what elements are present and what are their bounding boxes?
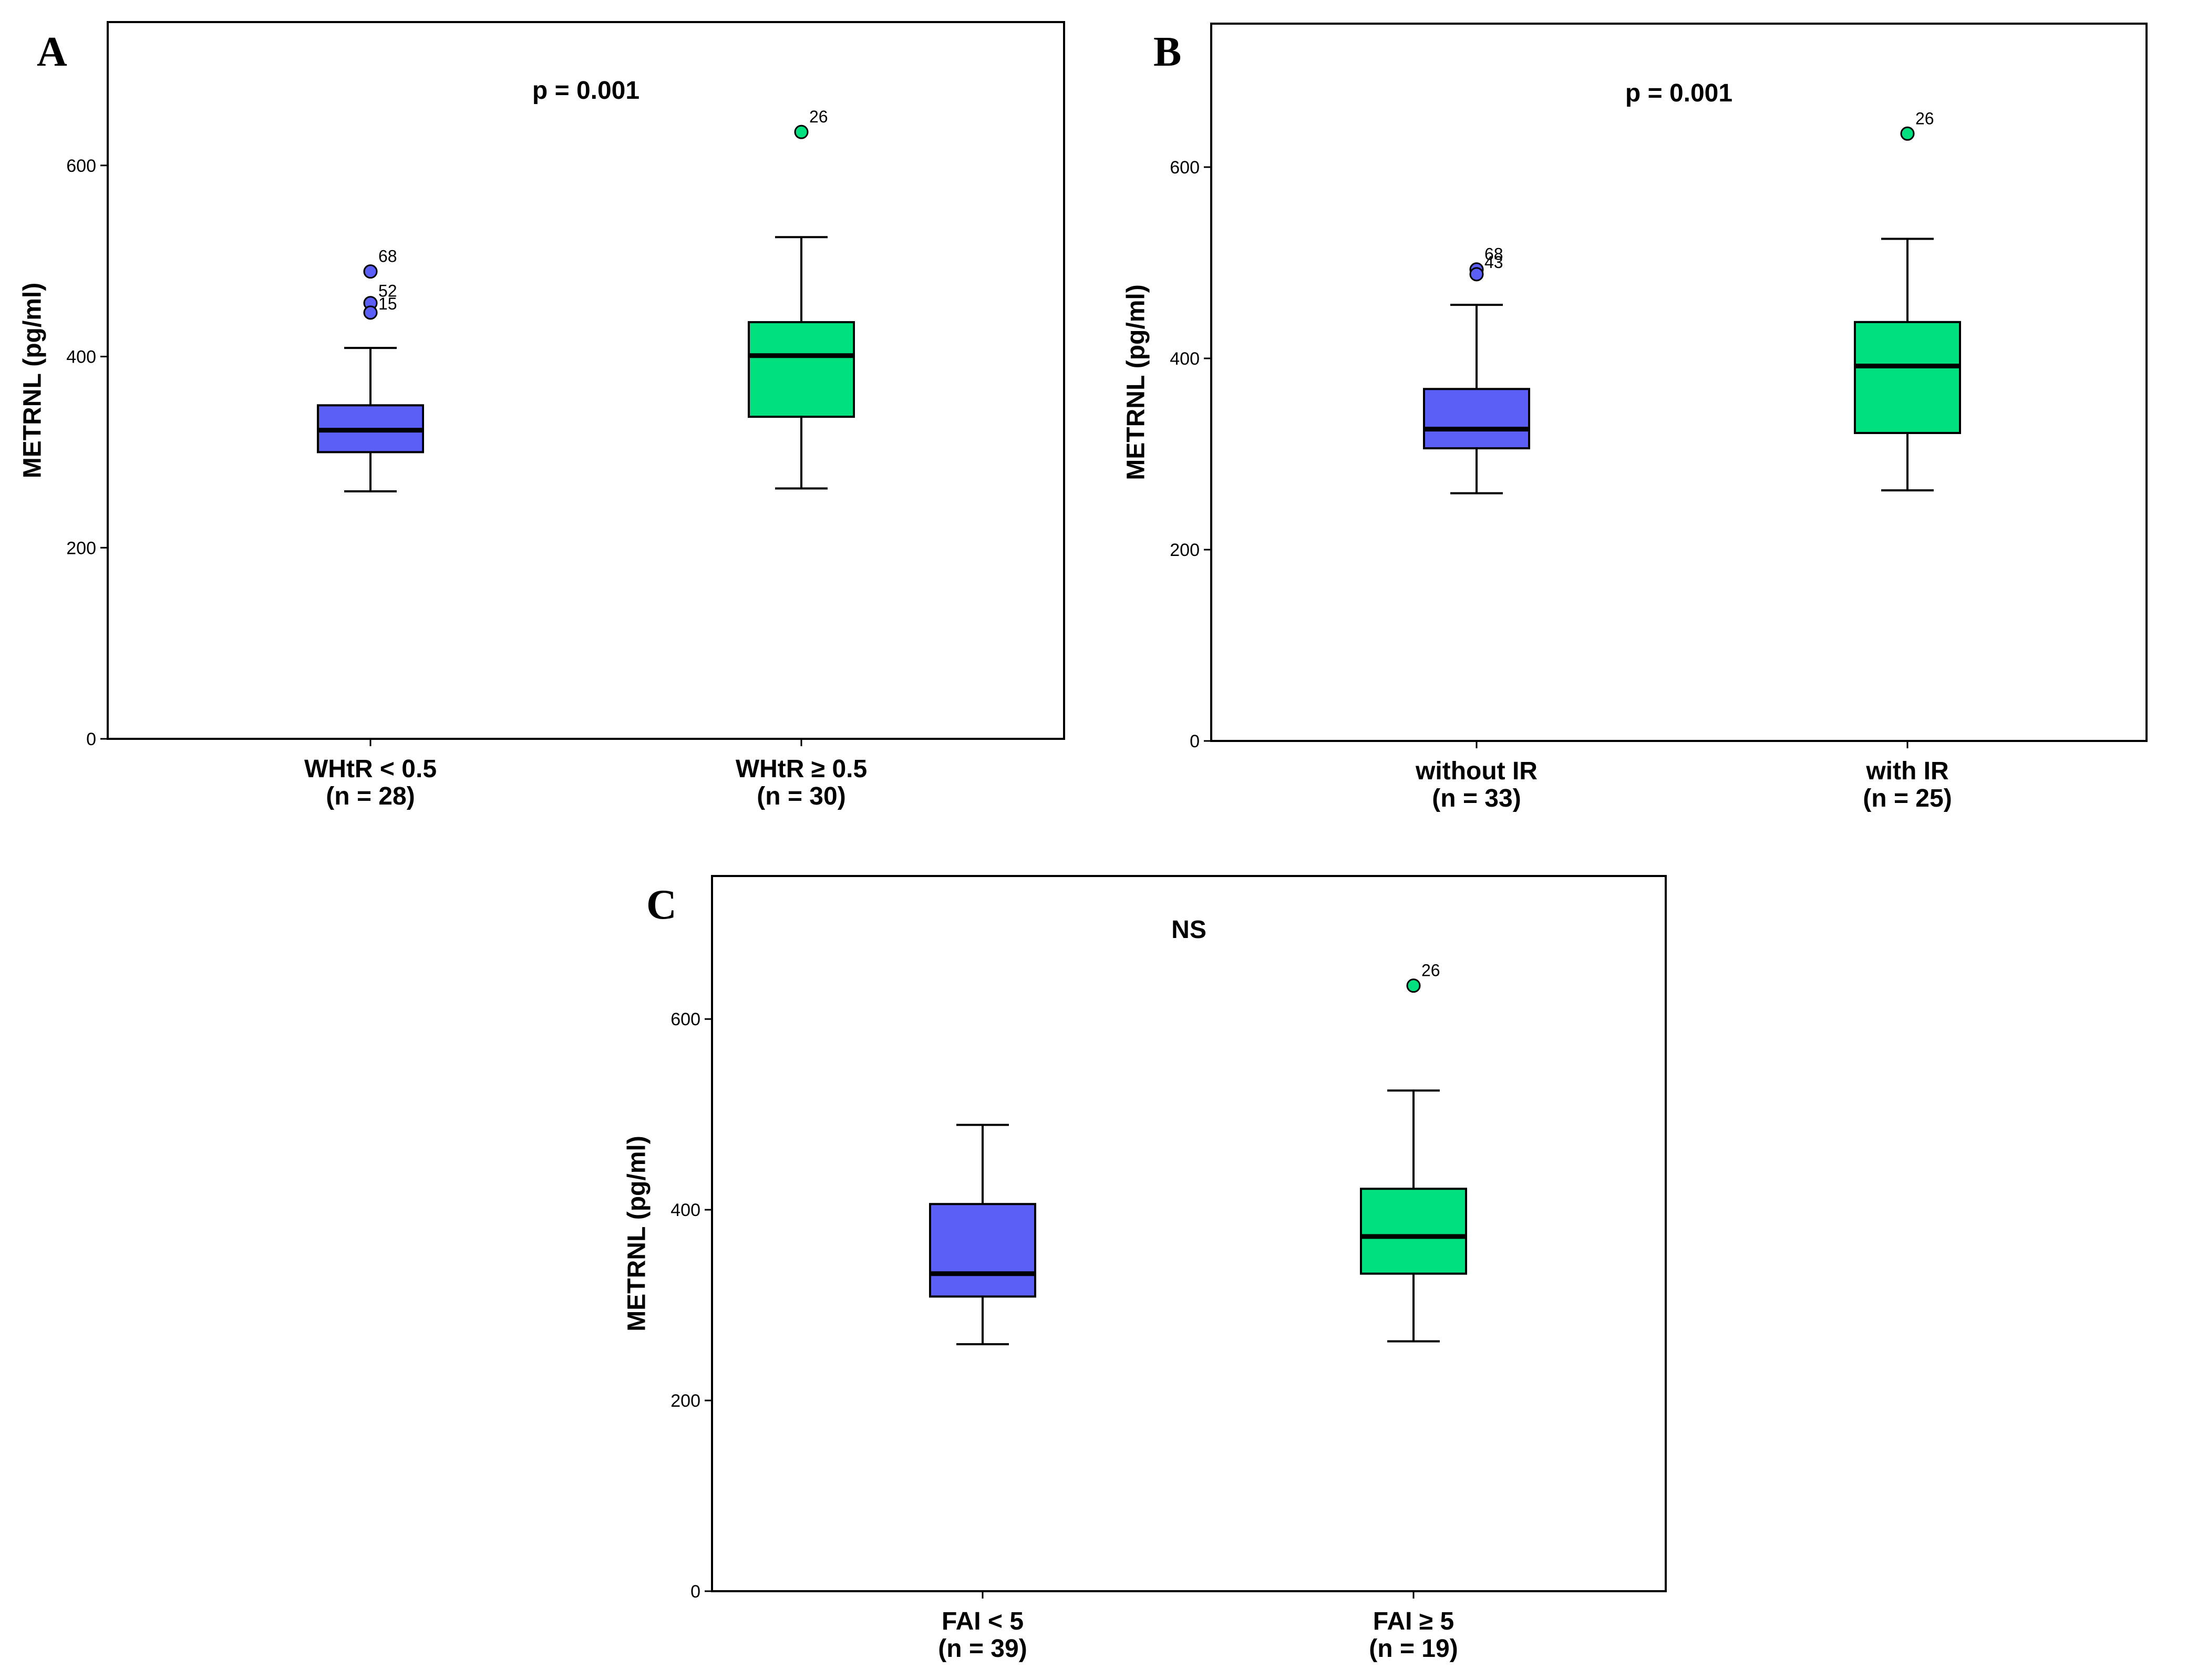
y-tick-label: 600 bbox=[66, 156, 96, 176]
outlier-label: 52 bbox=[378, 282, 397, 301]
outlier-label: 15 bbox=[378, 294, 397, 313]
plot-frame bbox=[107, 21, 1065, 740]
x-category-label: FAI ≥ 5 bbox=[1373, 1607, 1454, 1635]
outlier-point bbox=[363, 305, 378, 320]
y-axis-label: METRNL (pg/ml) bbox=[19, 283, 47, 478]
x-category-label: with IR bbox=[1865, 757, 1948, 785]
x-category-n-label: (n = 33) bbox=[1432, 785, 1521, 812]
box-group: 26 WHtR ≥ 0.5(n = 30) bbox=[736, 107, 867, 810]
y-tick-label: 0 bbox=[1190, 731, 1200, 751]
y-axis-label: METRNL (pg/ml) bbox=[1122, 284, 1150, 480]
outlier-label: 26 bbox=[1421, 961, 1440, 980]
y-axis-label: METRNL (pg/ml) bbox=[623, 1136, 651, 1331]
outlier-point bbox=[1900, 126, 1915, 141]
outlier-point bbox=[794, 125, 809, 139]
y-tick-label: 400 bbox=[1170, 349, 1200, 369]
iqr-box bbox=[929, 1203, 1036, 1298]
y-tick-label: 0 bbox=[690, 1582, 700, 1602]
x-category-label: WHtR < 0.5 bbox=[304, 755, 437, 783]
iqr-box bbox=[748, 321, 855, 418]
plot-frame bbox=[1210, 23, 2148, 742]
outlier-point bbox=[363, 264, 378, 279]
iqr-box bbox=[1854, 321, 1961, 434]
y-tick-label: 600 bbox=[670, 1009, 700, 1029]
outlier-label: 68 bbox=[378, 247, 397, 266]
chart-panel-a: Ap = 0.001 METRNL (pg/ml) 0 200 400 600 68 5215… bbox=[19, 21, 1065, 810]
panel-letter: B bbox=[1153, 29, 1181, 75]
x-category-label: FAI < 5 bbox=[942, 1607, 1024, 1635]
outlier-label: 43 bbox=[1484, 253, 1503, 272]
box-group: 26 FAI ≥ 5(n = 19) bbox=[1360, 961, 1467, 1663]
y-tick-label: 400 bbox=[66, 347, 96, 367]
x-category-n-label: (n = 39) bbox=[938, 1635, 1027, 1663]
y-tick-label: 200 bbox=[1170, 540, 1200, 560]
panel-letter: A bbox=[37, 29, 67, 75]
p-value-label: p = 0.001 bbox=[1625, 79, 1732, 107]
outlier-point bbox=[1406, 978, 1421, 993]
outlier-label: 68 bbox=[1484, 245, 1503, 264]
panel-letter: C bbox=[646, 882, 677, 928]
iqr-box bbox=[1360, 1188, 1467, 1275]
p-value-label: NS bbox=[1171, 916, 1206, 944]
y-tick-label: 600 bbox=[1170, 158, 1200, 178]
x-category-label: WHtR ≥ 0.5 bbox=[736, 755, 867, 783]
x-category-n-label: (n = 30) bbox=[757, 782, 845, 810]
y-tick-label: 0 bbox=[86, 729, 96, 749]
iqr-box bbox=[1423, 388, 1530, 450]
x-category-n-label: (n = 28) bbox=[326, 782, 415, 810]
chart-panel-c: C NS METRNL (pg/ml) 0 200 400 600 FAI < 5(n = 3… bbox=[623, 875, 1667, 1663]
box-group: FAI < 5(n = 39) bbox=[929, 1124, 1036, 1663]
y-tick-label: 400 bbox=[670, 1200, 700, 1220]
box-group: 26 with IR(n = 25) bbox=[1854, 109, 1961, 812]
x-category-label: without IR bbox=[1415, 757, 1538, 785]
outlier-label: 26 bbox=[1915, 109, 1934, 128]
outlier-point bbox=[1469, 267, 1484, 282]
y-tick-label: 200 bbox=[66, 538, 96, 558]
x-category-n-label: (n = 25) bbox=[1863, 785, 1952, 812]
plot-frame bbox=[711, 875, 1667, 1592]
x-category-n-label: (n = 19) bbox=[1369, 1635, 1458, 1663]
outlier-label: 26 bbox=[809, 107, 828, 126]
p-value-label: p = 0.001 bbox=[532, 77, 639, 105]
y-tick-label: 200 bbox=[670, 1391, 700, 1411]
